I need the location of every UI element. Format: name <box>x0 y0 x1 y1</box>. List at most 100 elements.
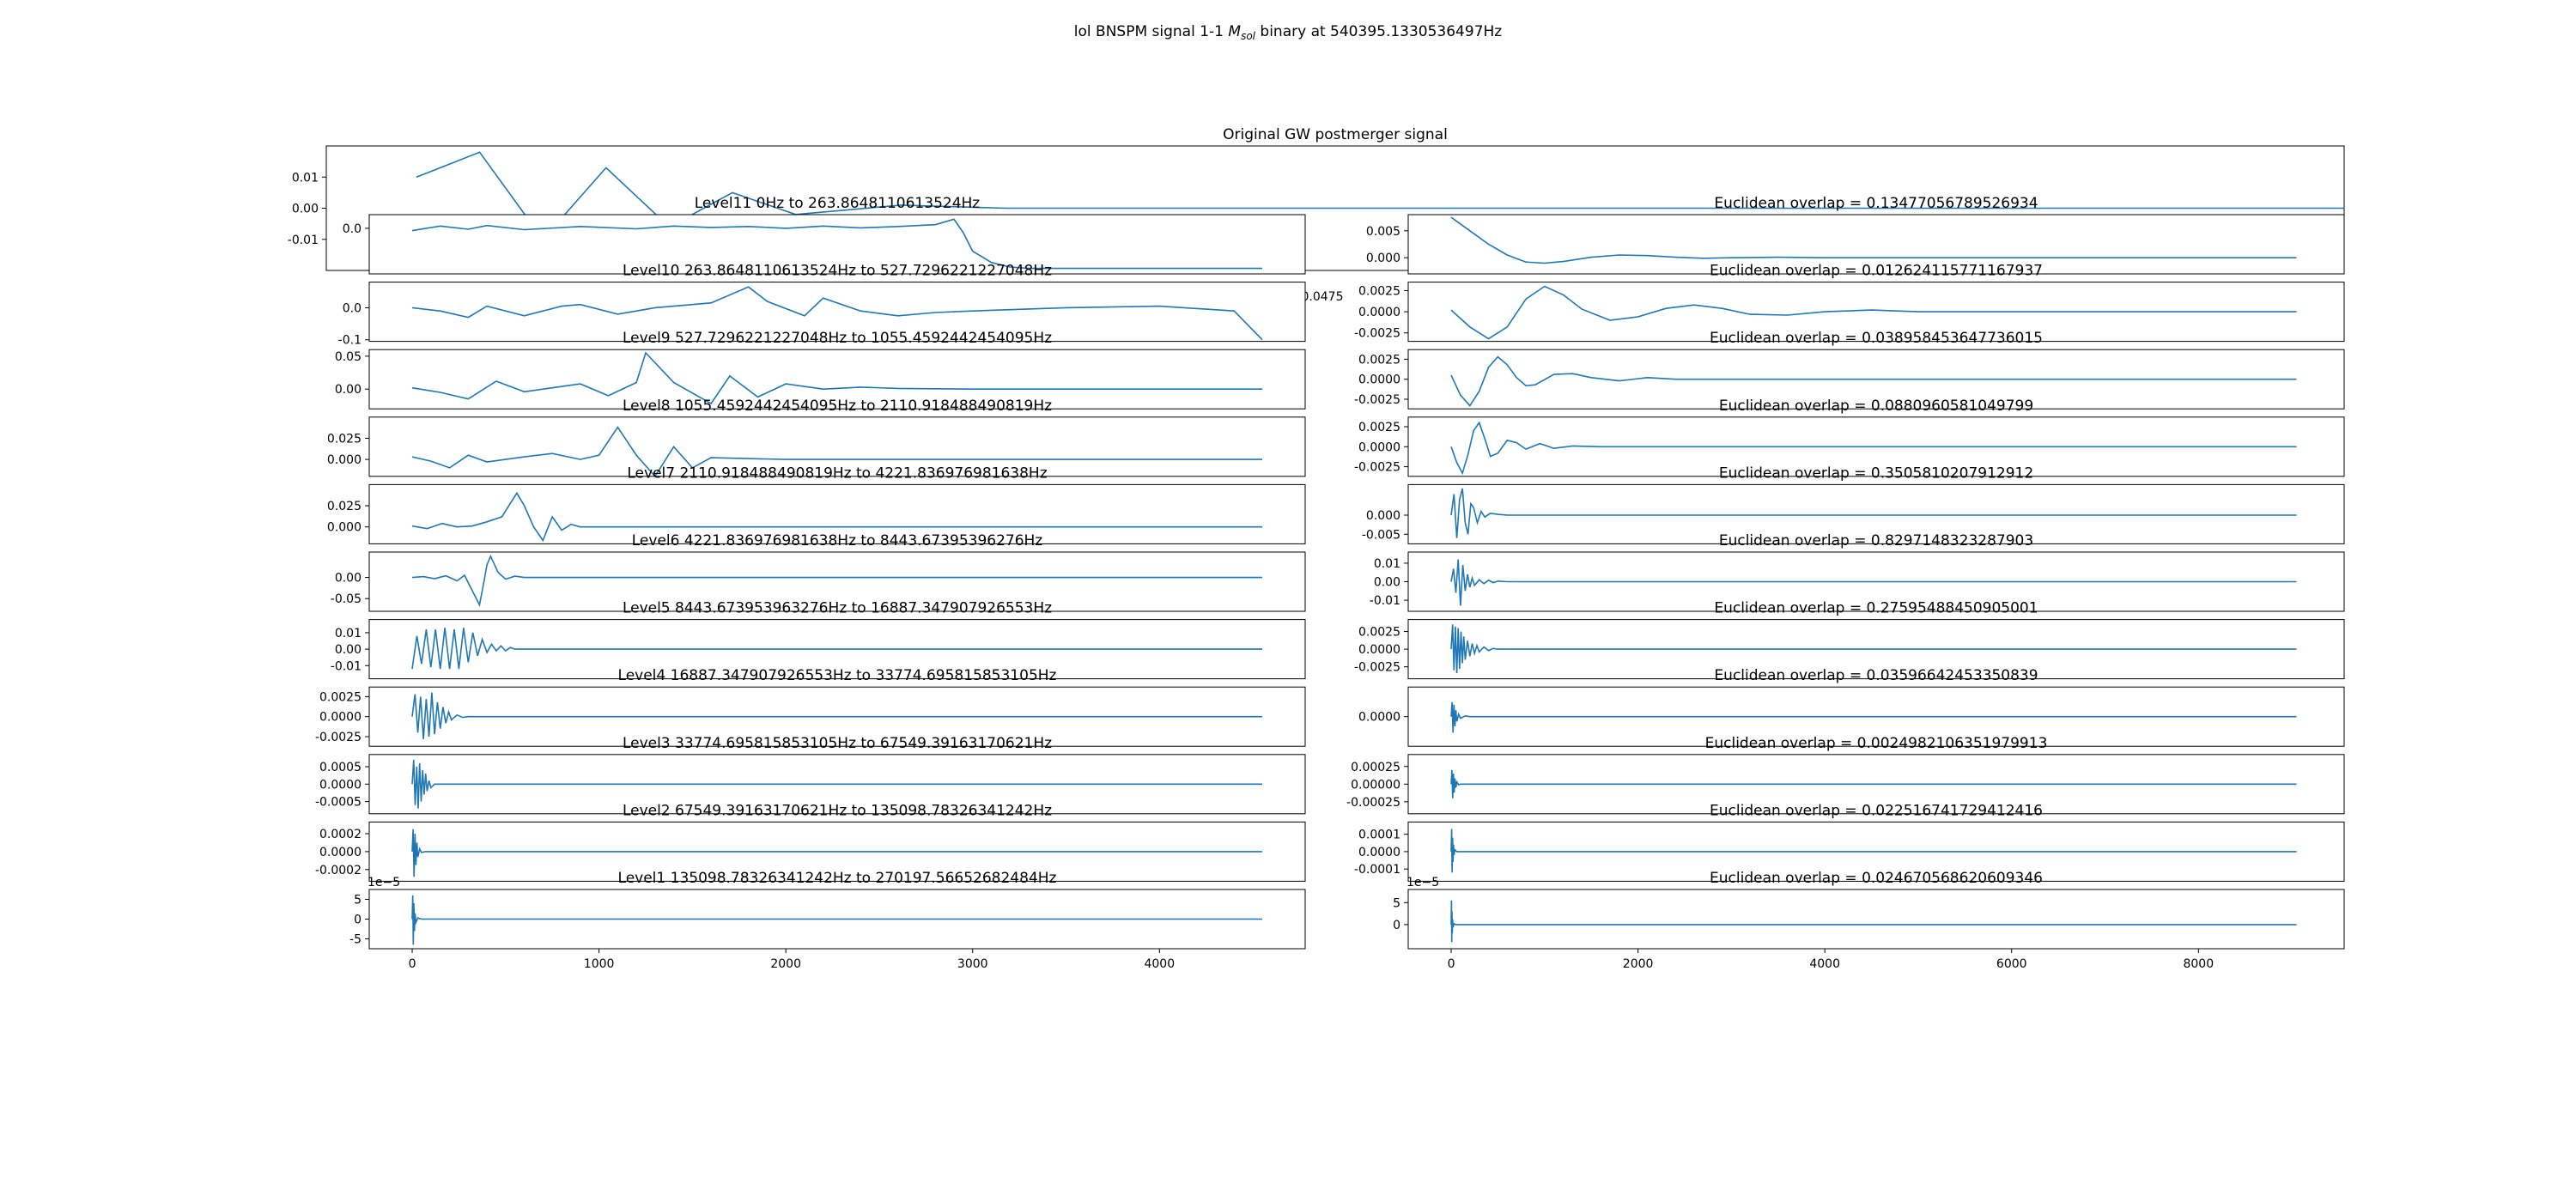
panel-overlap9: 0.0025 0.0000 -0.0025 Euclidean overlap = 0… <box>1354 330 2345 410</box>
ytick-label: 5 <box>354 894 361 908</box>
panel-level9: 0.05 0.00 Level9 527.7296221227048Hz to 10… <box>335 330 1306 410</box>
xtick-label: 3000 <box>957 957 988 971</box>
ytick-label: -0.005 <box>1362 528 1400 542</box>
panel-level10: 0.0 -0.1 Level10 263.8648110613524Hz to 52… <box>338 263 1306 348</box>
axes-frame-level9 <box>368 349 1306 410</box>
panel-title-overlap9: Euclidean overlap = 0.038958453647736015 <box>1710 330 2043 347</box>
panel-overlap3: 0.00025 0.00000 -0.00025 Euclidean overlap … <box>1346 735 2345 815</box>
panel-title-overlap2: Euclidean overlap = 0.022516741729412416 <box>1710 802 2043 819</box>
ytick-label: 0.00 <box>292 203 319 216</box>
panel-title-level1: Level1 135098.78326341242Hz to 270197.56… <box>618 870 1057 887</box>
ytick-label: 0.01 <box>292 171 319 185</box>
panel-title-level4: Level4 16887.347907926553Hz to 33774.695… <box>618 667 1057 684</box>
xtick-label: 1000 <box>584 957 615 971</box>
ytick-label: 0.00 <box>335 383 361 397</box>
ytick-label: 0.0000 <box>1358 373 1400 387</box>
series-line-level5 <box>411 628 1262 670</box>
ytick-label: 0.000 <box>327 453 361 467</box>
panel-title-level8: Level8 1055.4592442454095Hz to 2110.9184… <box>623 398 1052 415</box>
panel-title-level2: Level2 67549.39163170621Hz to 135098.783… <box>623 802 1052 819</box>
ytick-label: 0.0025 <box>1358 421 1400 434</box>
axes-frame-overlap1 <box>1407 889 2345 950</box>
panel-title-overlap6: Euclidean overlap = 0.8297148323287903 <box>1719 532 2033 549</box>
ytick-label: 0.0 <box>343 222 361 236</box>
panel-title-overlap8: Euclidean overlap = 0.0880960581049799 <box>1719 398 2033 415</box>
xtick-label: 2000 <box>1623 957 1654 971</box>
ytick-label: 0.000 <box>327 521 361 535</box>
ytick-label: -0.0025 <box>315 731 361 744</box>
panel-title-overlap11: Euclidean overlap = 0.13477056789526934 <box>1714 195 2038 212</box>
panel-title-overlap4: Euclidean overlap = 0.03596642453350839 <box>1714 667 2038 684</box>
xtick-label: 0.0475 <box>1302 290 1344 304</box>
ytick-label: 0.00 <box>335 643 361 657</box>
panel-overlap6: 0.01 0.00 -0.01 Euclidean overlap = 0.82971… <box>1370 532 2345 612</box>
panel-title-level6: Level6 4221.836976981638Hz to 8443.67395… <box>632 532 1043 549</box>
panel-overlap7: 0.000 -0.005 Euclidean overlap = 0.3505810… <box>1362 464 2345 544</box>
panel-level11: 0.0 Level11 0Hz to 263.8648110613524Hz <box>343 195 1306 275</box>
ytick-label: 0.05 <box>335 350 361 364</box>
panel-level7: 0.025 0.000 Level7 2110.918488490819Hz to … <box>327 464 1306 544</box>
panel-title-level11: Level11 0Hz to 263.8648110613524Hz <box>695 195 981 212</box>
series-line-overlap4 <box>1450 701 2297 733</box>
offset-text: 1e−5 <box>368 876 400 889</box>
offset-text: 1e−5 <box>1406 876 1439 889</box>
suptitle-subscript: sol <box>1241 30 1256 42</box>
ytick-label: 0.0000 <box>1358 440 1400 454</box>
series-line-overlap11 <box>1450 216 2297 264</box>
panel-title-level10: Level10 263.8648110613524Hz to 527.72962… <box>623 263 1052 280</box>
panel-title-overlap7: Euclidean overlap = 0.3505810207912912 <box>1719 464 2033 482</box>
panel-title-overlap5: Euclidean overlap = 0.27595488450905001 <box>1714 600 2038 617</box>
ytick-label: 0.0 <box>343 301 361 315</box>
ytick-label: 0 <box>1393 919 1400 932</box>
panel-overlap4: 0.0000 Euclidean overlap = 0.035966424533… <box>1358 667 2345 747</box>
series-line-level6 <box>411 554 1262 608</box>
ytick-label: 0.01 <box>335 627 361 640</box>
panel-overlap11: 0.005 0.000 Euclidean overlap = 0.13477056… <box>1366 195 2345 275</box>
panel-level2: 0.0002 0.0000 -0.0002 Level2 67549.39163170… <box>315 802 1306 882</box>
ytick-label: 0.025 <box>327 500 361 513</box>
series-line-overlap3 <box>1450 769 2297 798</box>
xtick-label: 4000 <box>1809 957 1840 971</box>
ytick-label: -0.00025 <box>1346 796 1400 810</box>
ytick-label: -0.0001 <box>1354 863 1400 877</box>
axes-frame-overlap7 <box>1407 483 2345 544</box>
xtick-label: 2000 <box>770 957 801 971</box>
ytick-label: 0.00000 <box>1351 778 1400 792</box>
series-line-overlap1 <box>1450 900 2297 943</box>
panel-title-level9: Level9 527.7296221227048Hz to 1055.45924… <box>623 330 1052 347</box>
ytick-label: -0.0025 <box>1354 393 1400 407</box>
panel-title-level3: Level3 33774.695815853105Hz to 67549.391… <box>623 735 1052 752</box>
ytick-label: -0.0025 <box>1354 327 1400 341</box>
series-line-level3 <box>411 759 1262 809</box>
panel-level5: 0.01 0.00 -0.01 Level5 8443.673953963276Hz … <box>331 600 1306 680</box>
axes-frame-level7 <box>368 483 1306 544</box>
panel-level3: 0.0005 0.0000 -0.0005 Level3 33774.69581585… <box>315 735 1306 815</box>
ytick-label: 0 <box>354 914 361 927</box>
panel-overlap8: 0.0025 0.0000 -0.0025 Euclidean overlap = 0… <box>1354 398 2345 477</box>
series-line-level8 <box>411 426 1262 478</box>
ytick-label: 0.0025 <box>1358 626 1400 640</box>
axes-frame-level6 <box>368 551 1306 612</box>
panel-title-overlap1: Euclidean overlap = 0.024670568620609346 <box>1710 870 2043 887</box>
panel-title-level5: Level5 8443.673953963276Hz to 16887.3479… <box>623 600 1052 617</box>
suptitle-text: lol BNSPM signal 1-1 <box>1074 23 1229 40</box>
panel-title-overlap3: Euclidean overlap = 0.002498210635197991… <box>1705 735 2048 752</box>
ytick-label: 0.0000 <box>1358 846 1400 859</box>
series-line-level7 <box>411 491 1262 543</box>
panel-title-original: Original GW postmerger signal <box>1223 126 1448 143</box>
series-line-level1 <box>411 895 1262 945</box>
suptitle-rest: binary at 540395.1330536497Hz <box>1255 23 1502 40</box>
ytick-label: 0.0001 <box>1358 829 1400 842</box>
xtick-label: 0 <box>1448 957 1455 971</box>
ytick-label: 0.005 <box>1366 225 1400 239</box>
panel-overlap5: 0.0025 0.0000 -0.0025 Euclidean overlap = 0… <box>1354 600 2345 680</box>
panel-overlap1: 5 0 0 2000 4000 6000 8000 1e−5 Euclidean overlap… <box>1393 870 2345 971</box>
ytick-label: 0.0002 <box>319 828 361 841</box>
panel-overlap10: 0.0025 0.0000 -0.0025 Euclidean overlap = 0… <box>1354 263 2345 343</box>
axes-frame-level8 <box>368 416 1306 477</box>
ytick-label: 0.0000 <box>319 846 361 859</box>
panel-level4: 0.0025 0.0000 -0.0025 Level4 16887.34790792… <box>315 667 1306 747</box>
panel-level8: 0.025 0.000 Level8 1055.4592442454095Hz to… <box>327 398 1306 478</box>
ytick-label: -0.0002 <box>315 864 361 877</box>
